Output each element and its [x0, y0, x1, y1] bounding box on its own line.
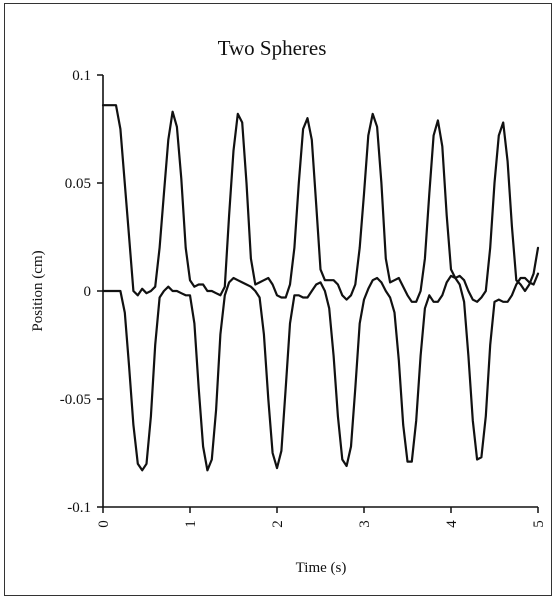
plot-series — [101, 104, 540, 472]
y-tick-label: -0.05 — [60, 392, 91, 408]
chart-title: Two Spheres — [218, 36, 327, 60]
y-tick-label: 0.1 — [72, 68, 91, 84]
x-axis-label: Time (s) — [296, 560, 347, 576]
x-tick-label: 0 — [96, 520, 112, 528]
x-tick-label: 1 — [183, 520, 199, 528]
x-tick-label: 5 — [531, 520, 547, 528]
chart-svg: Two Spheres Position (cm) Time (s) 0.10.… — [30, 36, 547, 576]
series-line-2 — [101, 272, 540, 472]
y-tick-label: 0 — [84, 284, 92, 300]
y-tick-label: 0.05 — [65, 176, 91, 192]
plot-axes: 0.1 0.05 0 -0.05 -0.1 0 1 2 3 4 5 — [60, 68, 547, 528]
y-axis-label: Position (cm) — [30, 250, 46, 331]
x-tick-label: 4 — [444, 520, 460, 528]
x-tick-label: 3 — [357, 520, 373, 528]
series-line-1 — [101, 104, 540, 303]
chart-frame: Two Spheres Position (cm) Time (s) 0.1 0.… — [4, 3, 552, 596]
x-tick-label: 2 — [270, 520, 286, 528]
y-tick-label: -0.1 — [67, 500, 91, 516]
